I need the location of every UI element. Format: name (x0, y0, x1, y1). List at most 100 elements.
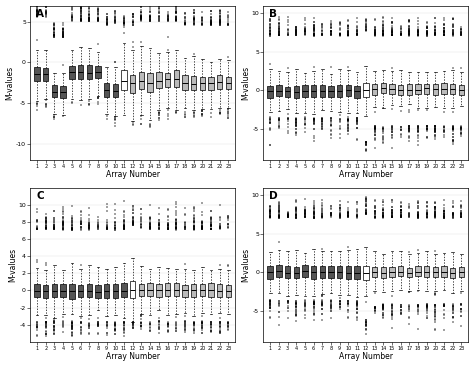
PathPatch shape (61, 86, 66, 98)
PathPatch shape (78, 65, 83, 79)
PathPatch shape (337, 85, 342, 97)
PathPatch shape (398, 85, 403, 95)
PathPatch shape (165, 283, 170, 296)
PathPatch shape (302, 265, 308, 277)
PathPatch shape (319, 86, 325, 97)
PathPatch shape (363, 266, 368, 280)
X-axis label: Array Number: Array Number (339, 170, 393, 179)
PathPatch shape (130, 281, 136, 298)
PathPatch shape (226, 77, 231, 90)
PathPatch shape (450, 84, 456, 94)
PathPatch shape (424, 266, 429, 277)
PathPatch shape (130, 75, 136, 93)
PathPatch shape (293, 267, 299, 278)
PathPatch shape (407, 268, 412, 277)
PathPatch shape (200, 77, 205, 90)
PathPatch shape (61, 284, 66, 297)
PathPatch shape (433, 267, 438, 277)
PathPatch shape (156, 72, 162, 88)
PathPatch shape (415, 266, 421, 276)
Y-axis label: M-values: M-values (6, 66, 15, 100)
PathPatch shape (389, 266, 395, 277)
PathPatch shape (311, 266, 316, 279)
PathPatch shape (459, 267, 464, 277)
PathPatch shape (311, 85, 316, 97)
PathPatch shape (346, 266, 351, 279)
Y-axis label: M-values: M-values (8, 248, 17, 282)
PathPatch shape (139, 72, 144, 90)
PathPatch shape (381, 83, 386, 93)
Y-axis label: M-values: M-values (241, 66, 250, 100)
PathPatch shape (78, 285, 83, 297)
PathPatch shape (43, 68, 48, 81)
PathPatch shape (398, 266, 403, 276)
X-axis label: Array Number: Array Number (106, 170, 160, 179)
PathPatch shape (173, 70, 179, 87)
Text: B: B (269, 9, 277, 19)
PathPatch shape (208, 77, 214, 90)
PathPatch shape (35, 68, 40, 81)
PathPatch shape (121, 283, 127, 297)
PathPatch shape (276, 85, 282, 96)
PathPatch shape (415, 84, 421, 94)
PathPatch shape (424, 84, 429, 94)
PathPatch shape (147, 73, 153, 92)
Text: C: C (36, 191, 44, 201)
X-axis label: Array Number: Array Number (106, 352, 160, 361)
PathPatch shape (276, 265, 282, 277)
PathPatch shape (139, 284, 144, 296)
PathPatch shape (328, 266, 334, 278)
PathPatch shape (355, 86, 360, 98)
PathPatch shape (104, 83, 109, 97)
PathPatch shape (217, 75, 222, 89)
PathPatch shape (113, 284, 118, 298)
PathPatch shape (165, 73, 170, 87)
PathPatch shape (113, 84, 118, 97)
PathPatch shape (104, 284, 109, 298)
Text: A: A (36, 9, 44, 19)
PathPatch shape (267, 265, 273, 279)
PathPatch shape (69, 66, 74, 79)
PathPatch shape (87, 65, 92, 79)
PathPatch shape (459, 85, 464, 95)
PathPatch shape (372, 267, 377, 277)
PathPatch shape (407, 84, 412, 95)
PathPatch shape (182, 284, 188, 297)
PathPatch shape (156, 284, 162, 297)
PathPatch shape (302, 85, 308, 97)
PathPatch shape (173, 283, 179, 296)
PathPatch shape (441, 266, 447, 277)
PathPatch shape (208, 283, 214, 297)
PathPatch shape (182, 75, 188, 90)
PathPatch shape (95, 66, 100, 78)
PathPatch shape (226, 285, 231, 297)
PathPatch shape (191, 284, 196, 297)
PathPatch shape (355, 266, 360, 279)
PathPatch shape (267, 86, 273, 98)
PathPatch shape (450, 268, 456, 279)
PathPatch shape (346, 85, 351, 96)
PathPatch shape (35, 284, 40, 298)
X-axis label: Array Number: Array Number (339, 352, 393, 361)
PathPatch shape (293, 86, 299, 98)
PathPatch shape (87, 284, 92, 297)
PathPatch shape (43, 285, 48, 298)
Text: D: D (269, 191, 278, 201)
PathPatch shape (200, 284, 205, 296)
PathPatch shape (337, 266, 342, 278)
PathPatch shape (372, 84, 377, 95)
PathPatch shape (69, 284, 74, 298)
Y-axis label: M-values: M-values (241, 248, 250, 282)
PathPatch shape (381, 268, 386, 278)
PathPatch shape (217, 284, 222, 297)
PathPatch shape (285, 87, 290, 97)
PathPatch shape (328, 86, 334, 97)
PathPatch shape (52, 85, 57, 97)
PathPatch shape (52, 284, 57, 298)
PathPatch shape (363, 83, 368, 97)
PathPatch shape (121, 70, 127, 90)
PathPatch shape (191, 76, 196, 90)
PathPatch shape (285, 266, 290, 278)
PathPatch shape (389, 84, 395, 94)
PathPatch shape (147, 283, 153, 296)
